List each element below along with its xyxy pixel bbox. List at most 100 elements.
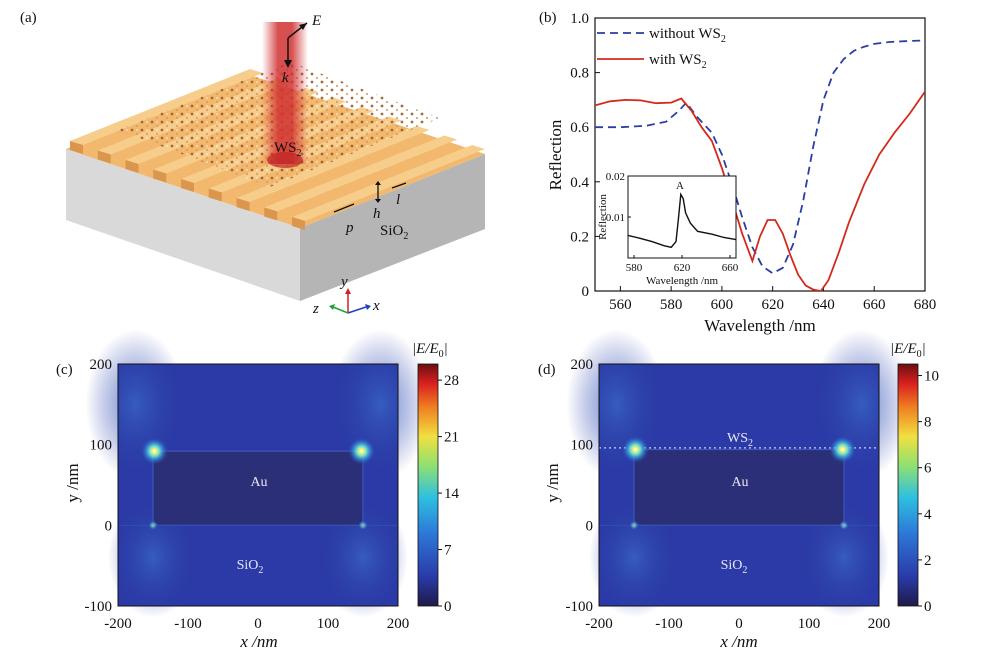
k-vector-head (284, 60, 292, 68)
map-x-tick-label: -200 (585, 616, 613, 632)
z-axis-arrow (332, 306, 349, 314)
map-frame (117, 363, 399, 607)
x-tick-label: 620 (761, 297, 784, 313)
x-tick-label: 680 (914, 297, 937, 313)
field-hotspot-small (629, 520, 639, 531)
map-y-tick-label: 0 (586, 518, 594, 534)
substrate-side-face (300, 154, 485, 301)
axis-z-label: z (312, 301, 319, 317)
map-y-tick-label: 0 (105, 518, 113, 534)
incident-beam (262, 22, 308, 164)
inset-x-tick-label: 580 (626, 262, 643, 274)
legend-with-label: with WS2 (649, 52, 707, 71)
grating-ridge-end (153, 169, 167, 183)
map-x-tick-label: -100 (174, 616, 202, 632)
map-c-ylabel: y /nm (63, 463, 82, 502)
panel-b-label: (b) (539, 10, 557, 26)
width-marker (391, 182, 407, 189)
panel-a: (a) E k WS2 p h l SiO2 (20, 10, 485, 317)
field-hotspot (140, 437, 169, 466)
y-tick-label: 0 (582, 284, 590, 300)
x-tick-label: 640 (812, 297, 835, 313)
inset-ticks: 580 620 660 0.01 0.02 (606, 171, 739, 274)
grating-ridge-end (208, 188, 222, 202)
map-y-tick-label: -100 (85, 599, 113, 615)
colorbar-tick-label: 2 (924, 553, 932, 569)
height-arrow-up (375, 181, 381, 185)
panel-a-label: (a) (20, 10, 37, 26)
e-vector-label: E (311, 13, 321, 29)
map-d-sio2-label: SiO2 (721, 558, 748, 576)
map-d-ws2-label: WS2 (727, 431, 753, 449)
map-c-au-label: Au (250, 475, 267, 490)
plot-b-legend: without WS2 with WS2 (597, 26, 726, 71)
map-x-tick-label: 0 (254, 616, 262, 632)
grating-ridge-end (292, 217, 305, 230)
e-vector-head (299, 23, 307, 30)
y-tick-label: 1.0 (570, 11, 589, 27)
map-d-xlabel: x /nm (719, 632, 757, 651)
plot-b-ylabel: Reflection (546, 119, 565, 190)
grating-ridge-top (292, 145, 485, 221)
inset-peak-label: A (676, 180, 684, 192)
colorbar-tick-label: 21 (444, 430, 459, 446)
colorbar-tick-label: 7 (444, 543, 452, 559)
map-x-tick-label: 100 (317, 616, 340, 632)
colorbar-tick-label: 10 (924, 369, 939, 385)
width-label: l (396, 192, 400, 208)
y-axis-head (345, 288, 351, 294)
axis-y-label: y (339, 274, 348, 290)
map-c-xlabel: x /nm (239, 632, 277, 651)
ws2-label: WS2 (274, 140, 302, 159)
substrate-front-face (66, 149, 300, 301)
colorbar-tick-label: 28 (444, 373, 459, 389)
x-tick-label: 580 (660, 297, 683, 313)
panel-c-label: (c) (56, 362, 73, 378)
field-hotspot (347, 437, 376, 466)
height-label: h (373, 206, 381, 222)
colorbar-d-title: |E/E0| (890, 341, 926, 360)
panel-b: (b) 560 580 600 620 640 660 680 0 0.2 0.4 0.6 0.8 1.… (539, 10, 936, 335)
field-hotspot (828, 435, 857, 464)
field-hotspot-small (358, 520, 368, 531)
map-x-tick-label: -100 (655, 616, 683, 632)
curve-without-ws2 (595, 39, 925, 275)
curve-with-ws2 (595, 91, 925, 291)
colorbar-tick-label: 0 (924, 599, 932, 615)
field-map-c (85, 329, 431, 618)
inset-xlabel: Wavelength /nm (646, 275, 719, 287)
inset-curve (627, 192, 737, 249)
field-hotspot-small (148, 520, 158, 531)
map-y-tick-label: 200 (571, 357, 594, 373)
colorbar-d (897, 363, 919, 607)
sio2-label: SiO2 (380, 223, 408, 242)
inset-frame (627, 175, 737, 259)
map-d-au-label: Au (731, 475, 748, 490)
map-y-tick-label: 100 (571, 438, 594, 454)
field-lobe (589, 497, 679, 618)
map-x-tick-label: 0 (735, 616, 743, 632)
plot-b-inset: 580 620 660 0.01 0.02 A Wavelength /nm Refle… (597, 171, 739, 287)
grating-ridge-end (70, 141, 83, 154)
beam-spot (267, 152, 303, 168)
field-map-d (566, 329, 912, 618)
inset-x-tick-label: 620 (674, 262, 691, 274)
colorbar-tick-label: 14 (444, 486, 460, 502)
colorbar-tick-label: 4 (924, 507, 932, 523)
colorbar-tick-label: 6 (924, 461, 932, 477)
k-vector-label: k (282, 70, 289, 86)
period-label: p (345, 220, 354, 236)
panel-d-label: (d) (538, 362, 556, 378)
axis-x-label: x (372, 298, 380, 314)
field-lobe (108, 497, 198, 618)
map-y-tick-label: 200 (90, 357, 113, 373)
colorbar-tick-label: 0 (444, 599, 452, 615)
map-frame (598, 363, 880, 607)
plot-b-xlabel: Wavelength /nm (704, 316, 815, 335)
map-d-ylabel: y /nm (543, 463, 562, 502)
